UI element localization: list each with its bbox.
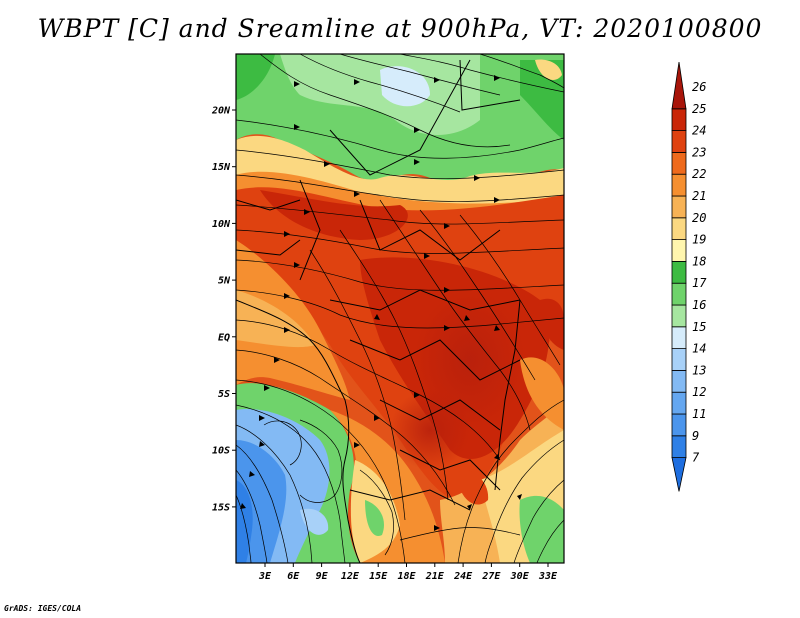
colorbar-label: 26 [692,80,706,94]
field-layer [236,54,564,563]
colorbar-swatch [671,304,687,328]
colorbar-swatch [671,391,687,415]
map-frame [235,53,565,564]
x-tick-label: 33E [538,571,558,582]
x-tick-label: 30E [510,571,530,582]
footer-credit: GrADS: IGES/COLA [4,604,82,613]
streamlines [236,54,564,563]
colorbar-label: 21 [692,189,706,203]
colorbar-label: 12 [692,385,706,399]
chart-title: WBPT [C] and Sreamline at 900hPa, VT: 20… [37,14,763,43]
colorbar-swatch [671,369,687,393]
colorbar-swatch [671,435,687,458]
colorbar-label: 16 [692,298,706,312]
x-tick-label: 27E [481,571,501,582]
colorbar-swatch [671,217,687,241]
colorbar-label: 14 [692,342,706,356]
colorbar-label: 15 [692,320,706,334]
colorbar-swatch [671,239,687,262]
colorbar-arrow-min [671,457,687,492]
colorbar-label: 23 [692,145,706,159]
colorbar-label: 7 [692,451,700,465]
colorbar-label: 24 [692,124,706,138]
y-tick-label: 10S [212,446,230,457]
x-tick-label: 15E [369,571,388,582]
x-tick-label: 9E [316,571,329,582]
colorbar-swatch [671,282,687,306]
colorbar-label: 25 [692,102,706,116]
y-tick-label: EQ [218,332,230,343]
colorbar-label: 13 [692,363,706,377]
colorbar-label: 19 [692,233,706,247]
colorbar-label: 18 [692,254,706,268]
y-tick-label: 5N [218,276,231,287]
y-tick-label: 15N [212,162,231,173]
colorbar-label: 22 [692,167,706,181]
colorbar-swatch [671,151,687,175]
x-tick-label: 12E [341,571,360,582]
y-tick-label: 20N [211,106,231,117]
colorbar-swatch [671,108,687,132]
y-tick-label: 15S [212,502,230,513]
streamline-arrows [240,75,522,531]
colorbar: 7 9 11 12 13 14 15 16 17 18 19 20 21 22 23 24 25 26 [671,61,707,492]
colorbar-label: 17 [692,276,707,290]
y-tick-label: 10N [212,219,231,230]
colorbar-swatch [671,195,687,219]
y-tick-label: 5S [218,389,230,400]
x-tick-label: 6E [287,571,300,582]
x-tick-label: 18E [397,571,416,582]
colorbar-swatch [671,260,687,284]
colorbar-label: 9 [692,429,699,443]
x-tick-label: 24E [453,571,473,582]
x-axis: 3E 6E 9E 12E 15E 18E 21E 24E 27E 30E 33E [258,563,558,582]
colorbar-label: 20 [692,211,706,225]
x-tick-label: 3E [258,571,272,582]
colorbar-swatch [671,413,687,437]
y-axis: 20N 15N 10N 5N EQ 5S 10S 15S [211,106,236,513]
colorbar-swatch [671,130,687,153]
colorbar-arrow-max [671,61,687,110]
x-tick-label: 21E [425,571,445,582]
colorbar-swatch [671,326,687,349]
colorbar-label: 11 [692,407,706,421]
colorbar-swatch [671,348,687,371]
colorbar-swatch [671,173,687,197]
